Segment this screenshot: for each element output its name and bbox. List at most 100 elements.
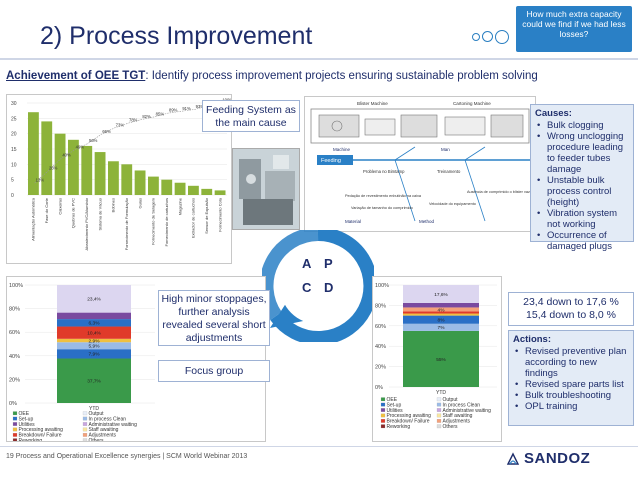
- actions-box: Actions: Revised preventive plan accordi…: [508, 330, 634, 426]
- stacked-segment: [57, 358, 131, 403]
- stacked-segment: [57, 342, 131, 350]
- legend-label: In process Clean: [89, 416, 127, 422]
- stacked-ytick-label: 0%: [375, 385, 383, 391]
- legend-label: Breakdown/ Failure: [387, 419, 430, 425]
- legend-swatch: [436, 397, 442, 402]
- legend-swatch: [12, 422, 18, 426]
- legend-swatch: [436, 413, 442, 418]
- pareto-category-label: Alimentação Automática: [31, 197, 36, 241]
- pareto-cumulative-label: 78%: [129, 118, 138, 123]
- footer-text: 19 Process and Operational Excellence sy…: [6, 453, 248, 460]
- pareto-bar: [121, 164, 133, 195]
- stacked-segment: [57, 285, 131, 313]
- stacked-segment-label: 10,4%: [87, 330, 101, 336]
- stacked-segment-label: 7,9%: [89, 352, 101, 358]
- pareto-category-label: Abastecimento PVC/Alumínio: [84, 197, 89, 250]
- legend-swatch: [380, 424, 386, 429]
- footer-divider: [0, 446, 638, 447]
- page-title: 2) Process Improvement: [40, 22, 313, 50]
- stacked-segment: [403, 307, 479, 312]
- legend-label: Reworking: [19, 438, 43, 441]
- sandoz-logo: SANDOZ: [524, 450, 591, 467]
- stacked-ytick-label: 100%: [375, 283, 389, 289]
- legend-swatch: [82, 427, 88, 432]
- legend-label: Others: [89, 438, 105, 441]
- stacked-ytick-label: 80%: [375, 303, 386, 309]
- pareto-bar: [134, 170, 146, 195]
- action-item: Revised spare parts list: [513, 379, 631, 390]
- stacked-segment-label: 55%: [436, 357, 446, 363]
- pareto-bar: [188, 185, 199, 195]
- fishbone-cause-3: Pedação de revestimento enbutinão na cai…: [345, 194, 422, 198]
- pareto-ytick-label: 0: [11, 193, 14, 199]
- pareto-ytick-label: 25: [11, 116, 17, 122]
- stacked-ytick-label: 60%: [9, 330, 20, 336]
- legend-label: Breakdown/ Failure: [19, 433, 62, 439]
- fishbone-method-label: Method: [419, 219, 435, 224]
- legend-swatch: [12, 416, 18, 421]
- pareto-cumulative-label: 40%: [62, 153, 71, 158]
- legend-label: Administrative waiting: [89, 422, 138, 428]
- subtitle-bold: Achievement of OEE TGT: [6, 70, 146, 82]
- legend-swatch: [12, 433, 18, 437]
- pareto-bar: [68, 139, 79, 195]
- pareto-bar: [108, 161, 119, 195]
- sandoz-logo-icon: [506, 452, 520, 465]
- legend-swatch: [380, 419, 386, 423]
- stacked-segment: [403, 302, 479, 308]
- legend-swatch: [12, 427, 18, 432]
- left-stacked-chart-panel: 0% 20% 40% 60% 80% 100% 37,7% 7,9% 5,9% 2,9% 10,4%…: [6, 276, 266, 444]
- pareto-ytick-label: 5: [11, 178, 14, 184]
- stacked-segment-label: 6,3%: [89, 321, 101, 327]
- pdca-c: C: [302, 280, 312, 295]
- legend-swatch: [12, 411, 18, 416]
- actions-list: Revised preventive plan according to new…: [513, 346, 631, 412]
- stacked-segment: [403, 315, 479, 324]
- stacked-ytick-label: 80%: [9, 307, 20, 313]
- stoppages-callout: High minor stoppages, further analysis r…: [158, 290, 270, 346]
- pareto-chart-panel: 0 5 10 15 20 25 30 Alimentação Automática Fase d…: [6, 94, 233, 264]
- legend-label: Staff awaiting: [443, 413, 473, 419]
- fishbone-cause-2: Treinamento: [437, 169, 461, 174]
- capacity-question-callout: How much extra capacity could we find if…: [516, 6, 632, 52]
- stacked-segment-label: 5,9%: [89, 344, 101, 350]
- action-item: Revised preventive plan according to new…: [513, 346, 631, 379]
- pareto-bar: [201, 188, 213, 195]
- machine-right-label: Cartoning Machine: [453, 101, 491, 106]
- fishbone-cause-4: Variação de tamanho do comprimido: [351, 206, 413, 210]
- pareto-cumulative-label: 91%: [182, 106, 191, 111]
- stacked-ytick-label: 0%: [9, 401, 17, 407]
- legend-label: Processing awaiting: [19, 427, 64, 433]
- stacked-segment: [57, 338, 131, 343]
- causes-box: Causes: Bulk clogging Wrong unclogging p…: [530, 104, 634, 252]
- feeding-system-callout: Feeding System as the main cause: [202, 100, 300, 132]
- fishbone-machine-label: Machine: [333, 147, 351, 152]
- pareto-category-label: Fornecimento de cartuchos: [164, 198, 169, 246]
- stacked-segment-label: 23,4%: [87, 297, 101, 303]
- pareto-ytick-label: 20: [11, 132, 17, 138]
- stacked-ytick-label: 20%: [9, 377, 20, 383]
- stacked-ytick-label: 40%: [9, 354, 20, 360]
- legend-label: Output: [89, 411, 105, 417]
- stacked-segment: [57, 326, 131, 339]
- pareto-cumulative-label: 26%: [49, 166, 58, 171]
- pareto-category-label: Bobines: [111, 198, 116, 212]
- stacked-segment-label: 2,9%: [89, 338, 101, 344]
- pareto-bar: [54, 133, 66, 195]
- stacked-segment: [57, 319, 131, 327]
- legend-swatch: [436, 419, 442, 423]
- pareto-bar: [161, 179, 173, 195]
- pareto-category-label: Sensor de Expulsão: [204, 197, 209, 234]
- header-divider: [0, 58, 638, 60]
- legend-swatch: [82, 411, 88, 416]
- legend-swatch: [82, 433, 88, 437]
- legend-swatch: [380, 408, 386, 412]
- pareto-ytick-label: 15: [11, 147, 17, 153]
- stacked-ytick-label: 40%: [375, 344, 386, 350]
- subtitle: Achievement of OEE TGT: Identify process…: [6, 70, 538, 82]
- fishbone-cause-6: Ausência de comprimido o blister vazio: [467, 190, 533, 194]
- fishbone-cause-5: Velocidade do equipamento: [429, 202, 476, 206]
- pareto-category-label: Quebras de PVC: [71, 198, 76, 228]
- legend-label: Utilities: [387, 408, 404, 414]
- stacked-segment-label: 37,7%: [87, 379, 101, 385]
